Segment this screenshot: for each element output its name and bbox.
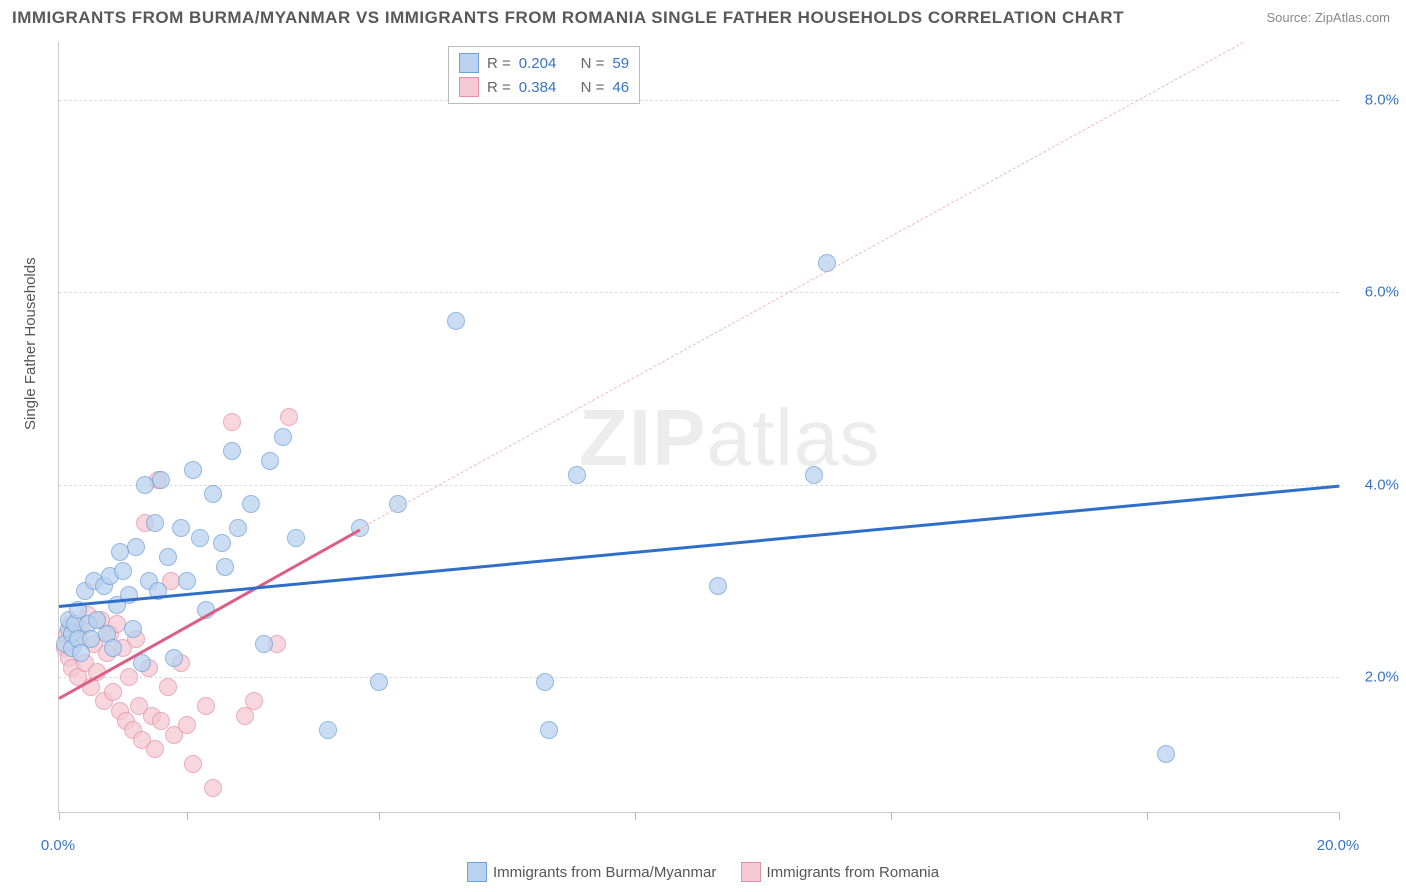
y-tick-label: 8.0% bbox=[1349, 91, 1399, 108]
data-point-burma bbox=[242, 495, 260, 513]
data-point-burma bbox=[223, 442, 241, 460]
data-point-burma bbox=[255, 635, 273, 653]
data-point-burma bbox=[204, 485, 222, 503]
x-tick bbox=[635, 812, 636, 820]
data-point-burma bbox=[152, 471, 170, 489]
data-point-burma bbox=[146, 514, 164, 532]
swatch-romania bbox=[741, 862, 761, 882]
data-point-burma bbox=[124, 620, 142, 638]
data-point-burma bbox=[172, 519, 190, 537]
data-point-romania bbox=[104, 683, 122, 701]
x-tick bbox=[187, 812, 188, 820]
data-point-romania bbox=[120, 668, 138, 686]
swatch-burma bbox=[467, 862, 487, 882]
data-point-burma bbox=[213, 534, 231, 552]
x-tick bbox=[1147, 812, 1148, 820]
legend-bottom: Immigrants from Burma/Myanmar Immigrants… bbox=[0, 862, 1406, 886]
data-point-romania bbox=[146, 740, 164, 758]
x-tick bbox=[1339, 812, 1340, 820]
data-point-burma bbox=[805, 466, 823, 484]
data-point-romania bbox=[223, 413, 241, 431]
data-point-romania bbox=[280, 408, 298, 426]
gridline bbox=[59, 100, 1339, 101]
data-point-burma bbox=[274, 428, 292, 446]
x-tick-label-left: 0.0% bbox=[41, 837, 75, 854]
data-point-burma bbox=[568, 466, 586, 484]
correlation-legend: R = 0.204 N = 59R = 0.384 N = 46 bbox=[448, 46, 640, 104]
data-point-romania bbox=[159, 678, 177, 696]
x-tick bbox=[891, 812, 892, 820]
data-point-burma bbox=[191, 529, 209, 547]
legend-item-romania: Immigrants from Romania bbox=[741, 862, 940, 882]
data-point-burma bbox=[104, 639, 122, 657]
y-tick-label: 6.0% bbox=[1349, 284, 1399, 301]
data-point-burma bbox=[216, 558, 234, 576]
data-point-romania bbox=[204, 779, 222, 797]
x-tick-label-right: 20.0% bbox=[1317, 837, 1360, 854]
data-point-romania bbox=[245, 692, 263, 710]
data-point-burma bbox=[114, 562, 132, 580]
data-point-burma bbox=[1157, 745, 1175, 763]
data-point-burma bbox=[111, 543, 129, 561]
y-tick-label: 4.0% bbox=[1349, 476, 1399, 493]
legend-item-burma: Immigrants from Burma/Myanmar bbox=[467, 862, 716, 882]
watermark: ZIPatlas bbox=[579, 392, 880, 484]
data-point-burma bbox=[136, 476, 154, 494]
data-point-burma bbox=[540, 721, 558, 739]
data-point-romania bbox=[197, 697, 215, 715]
data-point-burma bbox=[165, 649, 183, 667]
data-point-burma bbox=[447, 312, 465, 330]
data-point-burma bbox=[184, 461, 202, 479]
data-point-burma bbox=[536, 673, 554, 691]
data-point-romania bbox=[184, 755, 202, 773]
scatter-plot-area: ZIPatlas 2.0%4.0%6.0%8.0% bbox=[58, 42, 1339, 813]
chart-title: IMMIGRANTS FROM BURMA/MYANMAR VS IMMIGRA… bbox=[12, 8, 1124, 28]
legend-label-romania: Immigrants from Romania bbox=[767, 864, 940, 881]
data-point-burma bbox=[159, 548, 177, 566]
x-tick bbox=[59, 812, 60, 820]
data-point-romania bbox=[178, 716, 196, 734]
data-point-burma bbox=[370, 673, 388, 691]
data-point-burma bbox=[287, 529, 305, 547]
data-point-burma bbox=[127, 538, 145, 556]
data-point-burma bbox=[319, 721, 337, 739]
legend-label-burma: Immigrants from Burma/Myanmar bbox=[493, 864, 716, 881]
gridline bbox=[59, 292, 1339, 293]
data-point-burma bbox=[229, 519, 247, 537]
data-point-burma bbox=[709, 577, 727, 595]
source-attribution: Source: ZipAtlas.com bbox=[1266, 10, 1390, 25]
gridline bbox=[59, 677, 1339, 678]
gridline bbox=[59, 485, 1339, 486]
y-axis-label: Single Father Households bbox=[22, 257, 39, 430]
data-point-romania bbox=[152, 712, 170, 730]
x-tick bbox=[379, 812, 380, 820]
y-tick-label: 2.0% bbox=[1349, 669, 1399, 686]
data-point-burma bbox=[178, 572, 196, 590]
data-point-burma bbox=[261, 452, 279, 470]
